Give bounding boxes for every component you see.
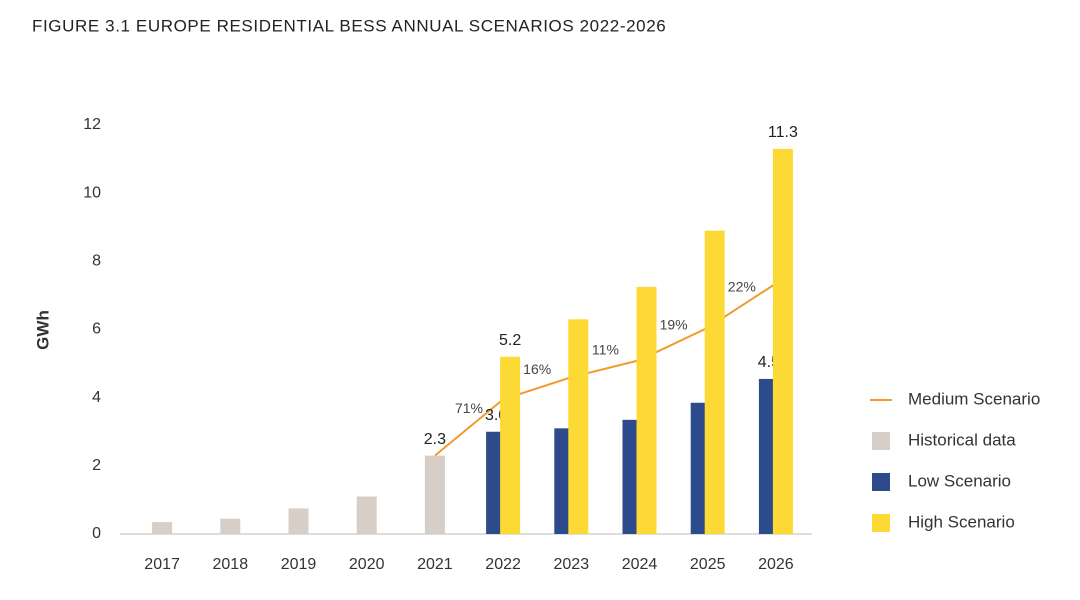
bar (500, 356, 521, 534)
x-tick-label: 2025 (690, 556, 726, 573)
y-tick-label: 8 (92, 253, 101, 270)
legend-label: Low Scenario (908, 471, 1011, 490)
x-tick-label: 2022 (485, 556, 521, 573)
growth-label: 16% (523, 361, 551, 377)
y-tick-label: 4 (92, 389, 101, 406)
value-label: 11.3 (768, 124, 798, 141)
y-tick-label: 6 (92, 321, 101, 338)
growth-label: 11% (592, 341, 619, 357)
x-tick-label: 2018 (213, 556, 249, 573)
x-tick-label: 2017 (144, 556, 180, 573)
chart-title: FIGURE 3.1 EUROPE RESIDENTIAL BESS ANNUA… (32, 16, 666, 35)
growth-label: 71% (455, 400, 483, 416)
x-tick-label: 2023 (554, 556, 590, 573)
y-axis-label: GWh (33, 310, 52, 350)
legend-label: Medium Scenario (908, 389, 1040, 408)
legend-label: High Scenario (908, 512, 1015, 531)
bar (772, 148, 793, 534)
bar (356, 496, 377, 534)
x-tick-label: 2020 (349, 556, 385, 573)
legend-label: Historical data (908, 430, 1016, 449)
bar (424, 455, 445, 534)
line (434, 282, 777, 457)
bar (568, 319, 589, 534)
y-tick-label: 10 (83, 184, 101, 201)
x-tick-label: 2019 (281, 556, 317, 573)
y-tick-label: 12 (83, 116, 101, 133)
bar (288, 508, 309, 534)
bar (152, 522, 173, 534)
bar (220, 518, 241, 534)
y-tick-label: 2 (92, 457, 101, 474)
legend-swatch (872, 432, 890, 450)
legend-swatch (872, 473, 890, 491)
value-label: 5.2 (499, 332, 521, 349)
x-tick-label: 2021 (417, 556, 453, 573)
growth-label: 19% (660, 317, 688, 333)
legend-swatch (872, 514, 890, 532)
value-label: 2.3 (424, 431, 446, 448)
growth-label: 22% (728, 278, 756, 294)
bar (636, 286, 657, 534)
bar (704, 230, 725, 535)
y-tick-label: 0 (92, 525, 101, 542)
x-tick-label: 2024 (622, 556, 658, 573)
x-tick-label: 2026 (758, 556, 794, 573)
